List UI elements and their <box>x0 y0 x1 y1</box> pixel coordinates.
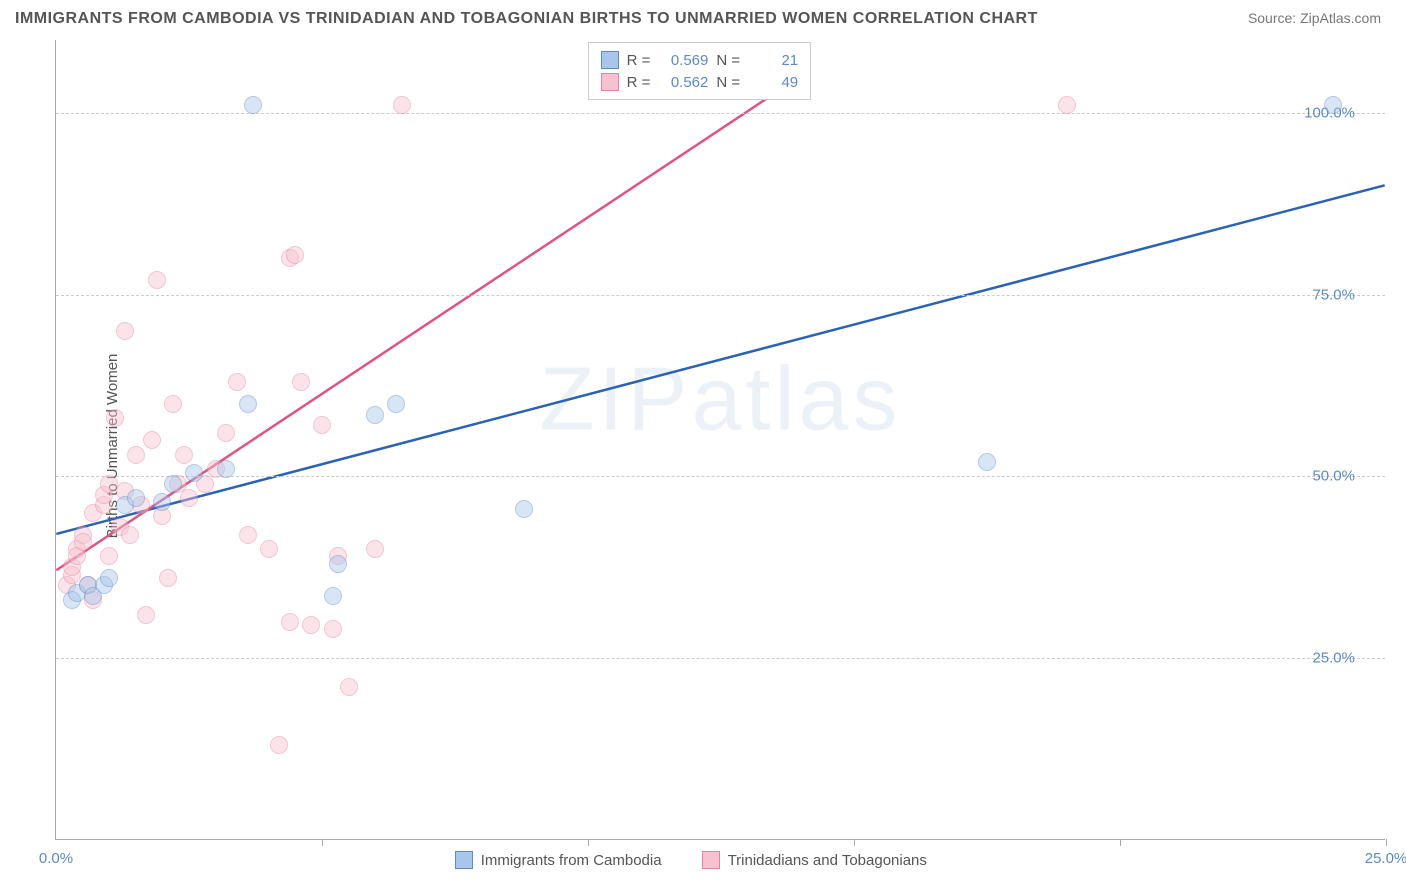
scatter-point <box>393 96 411 114</box>
source-attribution: Source: ZipAtlas.com <box>1248 10 1381 26</box>
scatter-point <box>164 475 182 493</box>
scatter-point <box>217 460 235 478</box>
legend-swatch-series-0-b <box>455 851 473 869</box>
x-tick-label: 25.0% <box>1365 850 1406 867</box>
y-tick-label: 50.0% <box>1312 468 1355 485</box>
scatter-point <box>100 547 118 565</box>
scatter-point <box>387 395 405 413</box>
legend-row-series-0: R = 0.569 N = 21 <box>601 49 799 71</box>
legend-swatch-series-0 <box>601 51 619 69</box>
gridline-horizontal <box>56 476 1385 477</box>
legend-item-series-1: Trinidadians and Tobagonians <box>702 851 927 869</box>
scatter-point <box>137 606 155 624</box>
y-tick-label: 75.0% <box>1312 286 1355 303</box>
chart-title: IMMIGRANTS FROM CAMBODIA VS TRINIDADIAN … <box>15 10 1038 28</box>
scatter-point <box>239 526 257 544</box>
legend-series-box: Immigrants from Cambodia Trinidadians an… <box>455 851 927 869</box>
scatter-point <box>74 533 92 551</box>
legend-r-value-1: 0.562 <box>658 74 708 91</box>
scatter-point <box>292 373 310 391</box>
scatter-point <box>159 569 177 587</box>
legend-correlation-box: R = 0.569 N = 21 R = 0.562 N = 49 <box>588 42 812 100</box>
scatter-point <box>100 569 118 587</box>
legend-item-series-0: Immigrants from Cambodia <box>455 851 662 869</box>
x-tick-mark <box>1386 839 1387 846</box>
scatter-point <box>324 620 342 638</box>
scatter-point <box>106 409 124 427</box>
legend-n-value-0: 21 <box>748 52 798 69</box>
watermark-text: ZIPatlas <box>539 348 901 451</box>
scatter-point <box>1324 96 1342 114</box>
scatter-point <box>515 500 533 518</box>
scatter-point <box>185 464 203 482</box>
gridline-horizontal <box>56 295 1385 296</box>
scatter-point <box>329 555 347 573</box>
legend-row-series-1: R = 0.562 N = 49 <box>601 71 799 93</box>
scatter-point <box>281 613 299 631</box>
scatter-point <box>270 736 288 754</box>
scatter-point <box>239 395 257 413</box>
trend-lines-layer <box>56 40 1385 839</box>
source-value: ZipAtlas.com <box>1300 10 1381 26</box>
legend-swatch-series-1 <box>601 73 619 91</box>
x-tick-mark <box>588 839 589 846</box>
scatter-point <box>180 489 198 507</box>
scatter-point <box>978 453 996 471</box>
legend-r-value-0: 0.569 <box>658 52 708 69</box>
scatter-point <box>302 616 320 634</box>
x-tick-mark <box>322 839 323 846</box>
scatter-point <box>366 540 384 558</box>
plot-area: ZIPatlas R = 0.569 N = 21 R = 0.562 N = … <box>55 40 1385 840</box>
scatter-point <box>127 446 145 464</box>
scatter-point <box>244 96 262 114</box>
legend-n-label: N = <box>716 52 740 69</box>
scatter-point <box>116 322 134 340</box>
chart-container: IMMIGRANTS FROM CAMBODIA VS TRINIDADIAN … <box>0 0 1406 892</box>
scatter-point <box>153 493 171 511</box>
scatter-point <box>143 431 161 449</box>
x-tick-mark <box>854 839 855 846</box>
scatter-point <box>340 678 358 696</box>
scatter-point <box>1058 96 1076 114</box>
legend-r-label: R = <box>627 52 651 69</box>
legend-swatch-series-1-b <box>702 851 720 869</box>
scatter-point <box>260 540 278 558</box>
scatter-point <box>127 489 145 507</box>
scatter-point <box>228 373 246 391</box>
trend-line <box>56 185 1384 534</box>
source-label: Source: <box>1248 10 1296 26</box>
x-tick-label: 0.0% <box>39 850 73 867</box>
scatter-point <box>217 424 235 442</box>
legend-n-label: N = <box>716 74 740 91</box>
y-tick-label: 25.0% <box>1312 650 1355 667</box>
scatter-point <box>121 526 139 544</box>
legend-n-value-1: 49 <box>748 74 798 91</box>
x-tick-mark <box>1120 839 1121 846</box>
legend-label-series-0: Immigrants from Cambodia <box>481 852 662 869</box>
scatter-point <box>324 587 342 605</box>
scatter-point <box>313 416 331 434</box>
scatter-point <box>148 271 166 289</box>
scatter-point <box>175 446 193 464</box>
legend-r-label: R = <box>627 74 651 91</box>
scatter-point <box>164 395 182 413</box>
scatter-point <box>286 246 304 264</box>
scatter-point <box>366 406 384 424</box>
legend-label-series-1: Trinidadians and Tobagonians <box>728 852 927 869</box>
gridline-horizontal <box>56 658 1385 659</box>
